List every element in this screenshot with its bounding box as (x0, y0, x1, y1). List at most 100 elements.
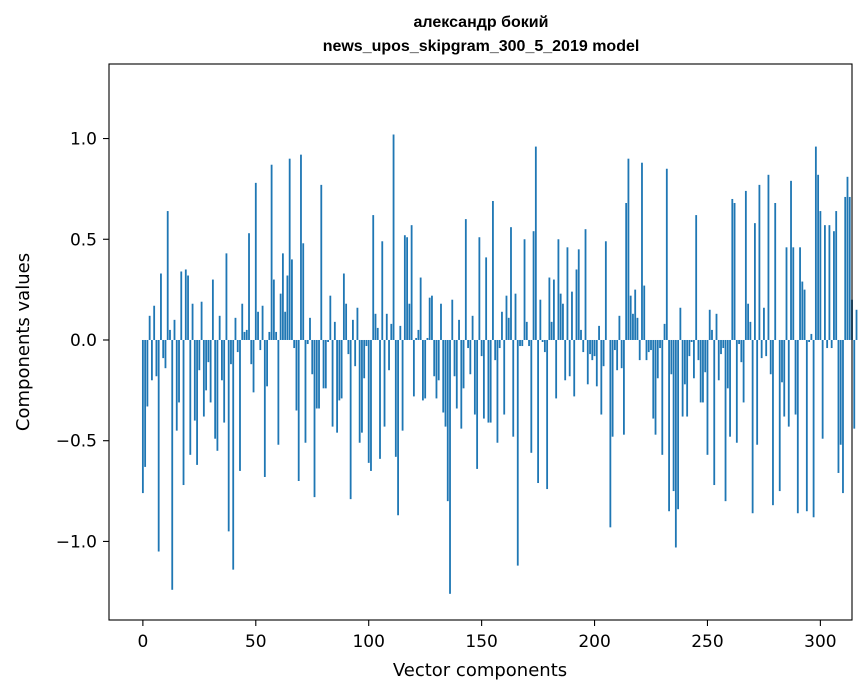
bar (623, 339, 625, 435)
bar (248, 233, 250, 340)
bar (503, 339, 506, 415)
bar (306, 339, 309, 345)
bar (839, 339, 842, 445)
x-tick-label: 150 (465, 632, 497, 652)
bar (440, 303, 442, 340)
bar (575, 269, 578, 340)
bar (548, 277, 551, 340)
bar (272, 279, 275, 340)
bar (733, 203, 736, 340)
bar (354, 339, 357, 367)
bar (695, 215, 698, 340)
bar (243, 331, 246, 340)
bar (532, 231, 535, 340)
bar (218, 315, 221, 340)
bar (381, 241, 384, 340)
bar (464, 219, 467, 340)
bar (842, 339, 844, 494)
bar (566, 247, 569, 340)
bar (385, 313, 388, 340)
bar (717, 339, 720, 381)
bar (263, 339, 266, 477)
bar (376, 327, 379, 340)
bar (530, 339, 533, 453)
bar (611, 339, 614, 437)
bar (309, 317, 311, 340)
bar (826, 339, 829, 349)
bar (767, 174, 770, 340)
bar (279, 293, 282, 340)
bar (837, 339, 840, 473)
bar (846, 176, 849, 340)
bar (412, 339, 415, 397)
bar (729, 339, 731, 437)
bar (855, 309, 858, 340)
bar (324, 339, 327, 389)
bar (586, 339, 589, 385)
bar (485, 257, 488, 340)
bar (281, 253, 284, 340)
bar (523, 239, 526, 340)
bar (399, 325, 402, 340)
bar (146, 339, 149, 407)
bar (573, 339, 576, 397)
bar (632, 313, 634, 340)
bar (473, 339, 476, 415)
bar (744, 190, 747, 340)
bar (471, 315, 474, 340)
x-axis-label: Vector components (393, 660, 567, 681)
bar (805, 339, 808, 512)
plot-frame (108, 63, 853, 621)
bar (704, 339, 707, 373)
bar (625, 203, 628, 340)
bar (365, 339, 368, 347)
bar (211, 279, 214, 340)
bar (534, 146, 537, 340)
bar (652, 339, 655, 419)
bar (261, 305, 264, 340)
bar (742, 339, 745, 403)
bar (830, 339, 833, 349)
bar (352, 319, 354, 340)
bar (329, 295, 332, 340)
bar (284, 311, 287, 340)
bar (835, 211, 838, 340)
bar (322, 339, 325, 389)
bar (763, 307, 765, 340)
bar (740, 339, 743, 363)
bar (681, 339, 684, 417)
bar (803, 289, 806, 340)
bar (654, 339, 657, 435)
bar (144, 339, 147, 467)
bar (810, 333, 813, 340)
bar (160, 273, 162, 340)
bar (507, 317, 510, 340)
bar (162, 339, 165, 359)
bar (198, 339, 201, 371)
bar (525, 321, 528, 340)
bar (505, 295, 508, 340)
bar (171, 339, 174, 590)
bar (582, 339, 585, 353)
bar (679, 307, 682, 340)
bar (270, 164, 273, 340)
bar (724, 339, 727, 502)
bar (336, 339, 338, 433)
bar (557, 239, 560, 340)
bar (510, 227, 512, 340)
bar (580, 329, 582, 340)
bar (833, 231, 835, 340)
bar (751, 339, 754, 514)
bar (708, 309, 711, 340)
bar (713, 339, 716, 486)
bar (808, 339, 810, 342)
y-tick-label: −1.0 (56, 532, 97, 552)
bar (372, 215, 375, 340)
bar (318, 339, 320, 409)
bar (656, 339, 659, 379)
bar (266, 339, 268, 387)
bar (207, 339, 210, 363)
bar (787, 339, 790, 427)
bar (665, 168, 668, 340)
bar (546, 339, 549, 490)
